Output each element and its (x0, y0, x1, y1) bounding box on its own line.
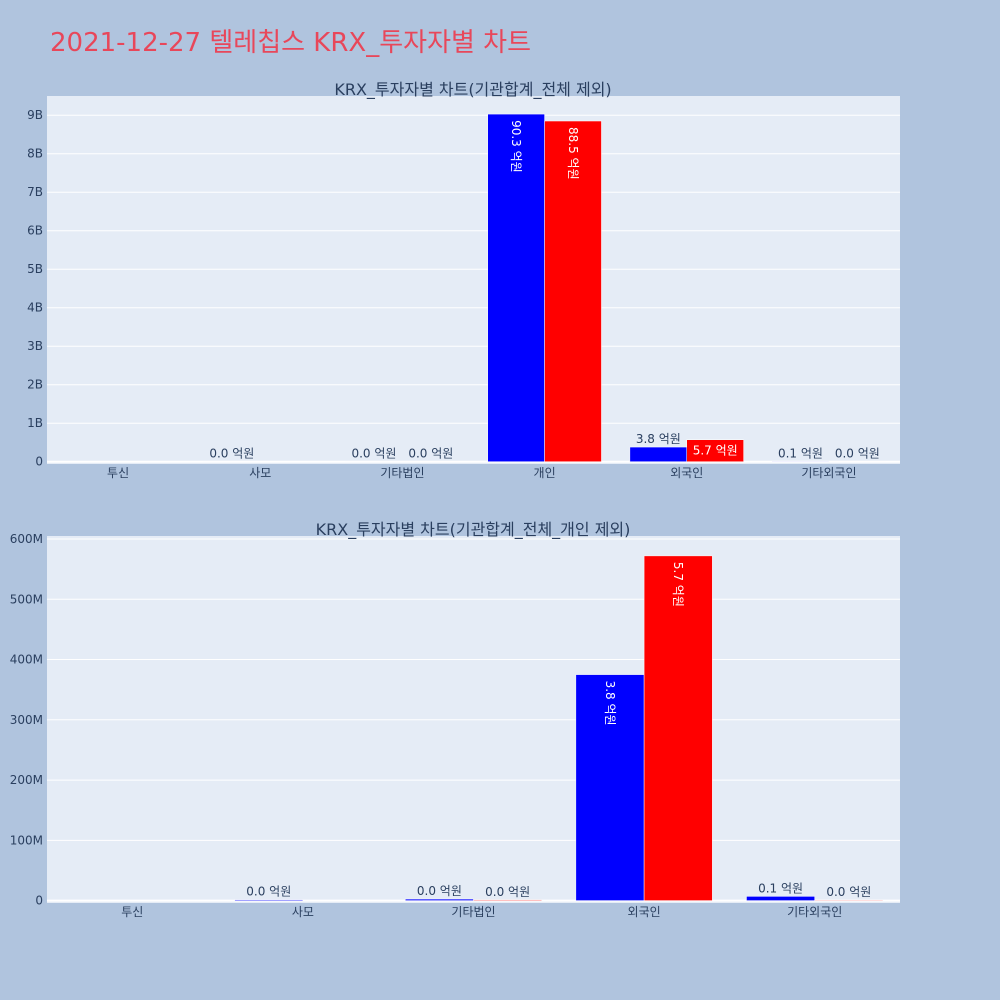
x-tick-label: 기타외국인 (787, 905, 842, 919)
y-tick-label: 3B (27, 339, 43, 353)
bar-value-label: 0.0 억원 (351, 447, 396, 461)
investor-chart-excl-individual: 0 100M 200M 300M 400M 500M 600M 투신 사모 기타법인 외국인 기타외… (10, 520, 900, 919)
bar-value-label: 5.7 억원 (693, 444, 738, 458)
y-tick-label: 2B (27, 378, 43, 392)
bar-value-label: 88.5 억원 (566, 127, 580, 180)
bar-value-label: 3.8 억원 (603, 681, 617, 726)
bar-value-label: 0.0 억원 (485, 885, 530, 899)
y-tick-label: 4B (27, 301, 43, 315)
y-axis: 0 100M 200M 300M 400M 500M 600M (10, 532, 43, 908)
x-axis: 투신 사모 기타법인 외국인 기타외국인 (121, 905, 842, 919)
bar (575, 674, 645, 901)
bar (746, 896, 815, 901)
x-tick-label: 투신 (121, 905, 143, 919)
x-axis: 투신 사모 기타법인 개인 외국인 기타외국인 (107, 466, 856, 480)
bar-value-label: 90.3 억원 (509, 120, 523, 173)
y-tick-label: 5B (27, 262, 43, 276)
bar-value-label: 0.0 억원 (408, 447, 453, 461)
bar-value-label: 3.8 억원 (636, 432, 681, 446)
x-tick-label: 사모 (249, 466, 271, 480)
bar (487, 113, 545, 462)
gridlines (47, 114, 900, 463)
chart-title: KRX_투자자별 차트(기관합계_전체_개인 제외) (316, 520, 631, 540)
x-tick-label: 투신 (107, 466, 129, 480)
bar-value-label: 5.7 억원 (671, 562, 685, 607)
y-axis: 0 1B 2B 3B 4B 5B 6B 7B 8B 9B (27, 108, 43, 468)
bar-value-label: 0.0 억원 (246, 885, 291, 899)
chart-title: KRX_투자자별 차트(기관합계_전체 제외) (334, 80, 611, 100)
x-tick-label: 사모 (292, 905, 314, 919)
bar-value-label: 0.0 억원 (209, 447, 254, 461)
y-tick-label: 6B (27, 224, 43, 238)
bar (405, 898, 474, 901)
x-tick-label: 외국인 (670, 466, 703, 480)
plot-background (47, 96, 900, 464)
y-tick-label: 400M (10, 653, 43, 667)
bar-labels: 0.0 억원 0.0 억원 0.0 억원 3.8 억원 5.7 억원 0.1 억원 0.0 … (246, 562, 871, 899)
bar-value-label: 0.0 억원 (835, 447, 880, 461)
y-tick-label: 1B (27, 416, 43, 430)
y-tick-label: 0 (35, 894, 43, 908)
x-tick-label: 기타법인 (380, 466, 424, 480)
bar (473, 899, 542, 901)
y-tick-label: 9B (27, 108, 43, 122)
x-tick-label: 외국인 (628, 905, 661, 919)
bar (643, 555, 713, 901)
y-tick-label: 8B (27, 147, 43, 161)
bar (686, 439, 744, 462)
bar (544, 120, 602, 462)
bar-value-label: 0.0 억원 (826, 885, 871, 899)
bar (814, 899, 884, 901)
x-tick-label: 기타법인 (451, 905, 495, 919)
bar (629, 446, 688, 462)
bar-value-label: 0.0 억원 (417, 884, 462, 898)
bars (203, 113, 887, 462)
y-tick-label: 0 (35, 455, 43, 469)
x-tick-label: 개인 (534, 466, 556, 480)
bars (234, 555, 884, 901)
y-tick-label: 500M (10, 592, 43, 606)
bar-value-label: 0.1 억원 (758, 881, 803, 895)
bar-labels: 0.0 억원 0.0 억원 0.0 억원 90.3 억원 88.5 억원 3.8 억원 5.… (209, 120, 880, 461)
page-title: 2021-12-27 텔레칩스 KRX_투자자별 차트 (50, 28, 532, 58)
x-tick-label: 기타외국인 (801, 466, 856, 480)
investor-chart-all: 0 1B 2B 3B 4B 5B 6B 7B 8B 9B 투신 사모 기타법인 개인 외국인 기타외국인 0… (27, 80, 900, 480)
y-tick-label: 600M (10, 532, 43, 546)
y-tick-label: 200M (10, 773, 43, 787)
bar (234, 899, 304, 901)
bar-value-label: 0.1 억원 (778, 446, 823, 460)
y-tick-label: 7B (27, 185, 43, 199)
y-tick-label: 100M (10, 833, 43, 847)
y-tick-label: 300M (10, 713, 43, 727)
